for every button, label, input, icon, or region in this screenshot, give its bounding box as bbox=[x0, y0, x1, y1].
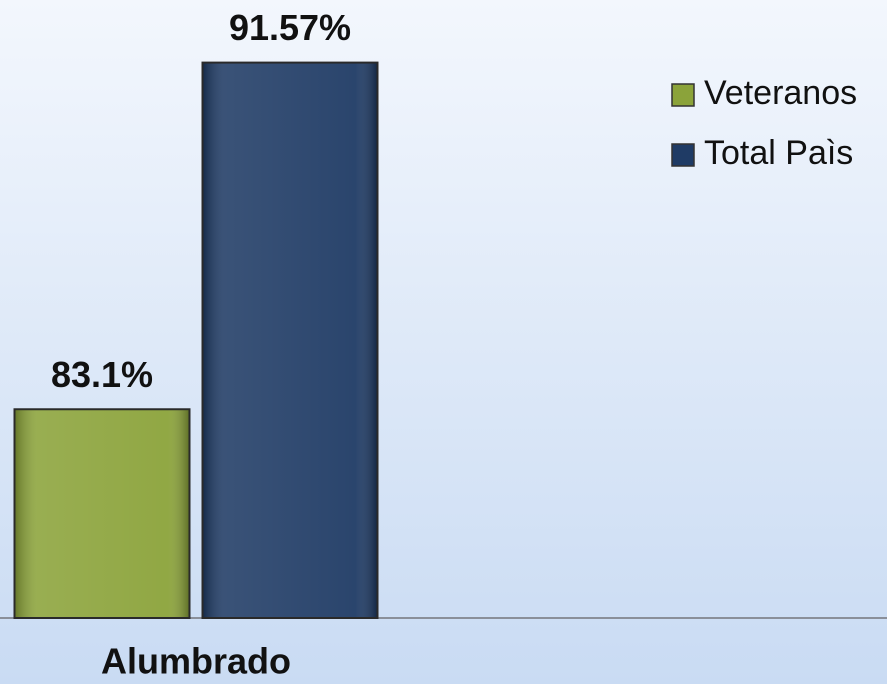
bar-shade bbox=[15, 410, 189, 617]
legend-marker bbox=[671, 83, 695, 107]
legend-marker bbox=[671, 143, 695, 167]
legend-label: Veteranos bbox=[704, 74, 857, 112]
data-label: 83.1% bbox=[51, 354, 153, 395]
x-tick-label: Alumbrado bbox=[101, 641, 291, 682]
bar-shade bbox=[203, 63, 377, 617]
legend-label: Total Paìs bbox=[704, 134, 853, 172]
data-label: 91.57% bbox=[229, 7, 351, 48]
